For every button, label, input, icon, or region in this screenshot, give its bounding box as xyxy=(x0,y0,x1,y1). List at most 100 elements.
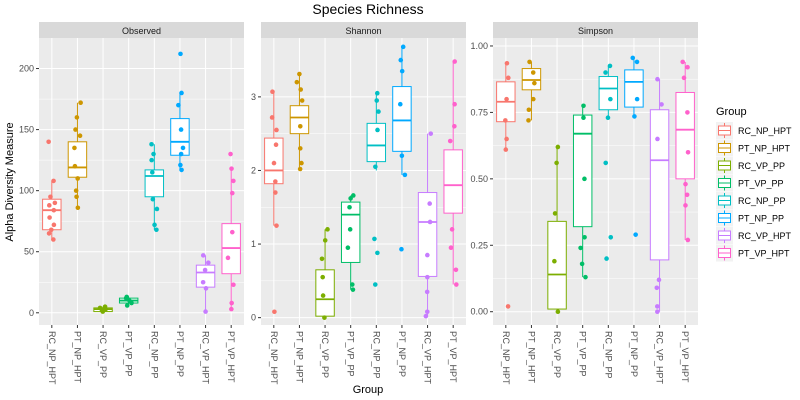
data-point xyxy=(552,211,558,216)
data-point xyxy=(72,163,78,169)
x-tick-label: RC_VP_PP xyxy=(552,331,562,378)
legend-label: RC_VP_PP xyxy=(738,161,785,171)
data-point xyxy=(684,192,690,198)
data-point xyxy=(149,141,154,147)
data-point xyxy=(200,253,206,258)
data-point xyxy=(527,59,532,65)
data-point xyxy=(427,201,432,206)
x-tick-label: PT_VP_PP xyxy=(578,331,588,377)
data-point xyxy=(273,142,279,148)
data-point xyxy=(154,206,160,212)
box-rc-vp-pp xyxy=(93,304,113,314)
data-point xyxy=(299,98,305,103)
box-rc-vp-hpt xyxy=(649,76,670,315)
data-point xyxy=(124,303,130,308)
data-point xyxy=(582,176,587,182)
data-point xyxy=(581,103,586,109)
data-point xyxy=(552,258,557,264)
box-body xyxy=(315,269,335,317)
data-point xyxy=(453,267,459,273)
data-point xyxy=(273,179,278,184)
x-tick-label: PT_NP_HPT xyxy=(526,331,536,384)
x-tick-label: RC_VP_HPT xyxy=(655,331,665,385)
x-tick-label: PT_VP_HPT xyxy=(448,331,458,383)
data-point xyxy=(425,252,430,258)
panel-observed: 0 50 100 150 200 Observed RC_NP_HPT PT_NP_HPT RC… xyxy=(19,22,244,385)
data-point xyxy=(322,315,327,320)
x-tick-label: RC_NP_HPT xyxy=(501,331,511,385)
data-point xyxy=(347,227,353,232)
data-point xyxy=(228,151,233,157)
box-pt-np-pp xyxy=(392,44,412,252)
data-point xyxy=(655,76,660,82)
box-pt-np-hpt xyxy=(67,100,88,211)
data-point xyxy=(399,153,405,159)
data-point xyxy=(178,151,184,157)
data-point xyxy=(46,231,52,236)
data-point xyxy=(376,109,381,114)
data-point xyxy=(347,204,352,210)
legend-label: PT_VP_PP xyxy=(738,179,784,189)
data-point xyxy=(200,279,206,285)
data-point xyxy=(345,245,351,251)
legend-item-rc-vp-hpt: RC_VP_HPT xyxy=(716,227,792,244)
data-point xyxy=(603,70,608,75)
panel-shannon: 0 1 2 3 Shannon RC_NP_HPT PT_NP_HPT RC_VP_PP PT_… xyxy=(251,22,466,385)
data-point xyxy=(225,255,231,261)
data-point xyxy=(447,138,453,144)
legend-title: Group xyxy=(716,106,747,118)
data-point xyxy=(402,172,408,178)
data-point xyxy=(48,227,54,233)
box-pt-vp-hpt xyxy=(221,151,241,312)
data-point xyxy=(503,118,508,123)
box-body xyxy=(624,69,644,108)
box-rc-np-pp xyxy=(598,63,619,261)
data-point xyxy=(75,176,80,181)
box-body xyxy=(392,86,412,152)
data-point xyxy=(273,190,278,195)
data-point xyxy=(97,305,103,311)
x-axis-title: Group xyxy=(353,384,384,396)
data-point xyxy=(655,309,660,315)
legend-item-rc-np-hpt: RC_NP_HPT xyxy=(716,122,792,139)
box-pt-np-hpt xyxy=(289,71,310,172)
box-rc-vp-hpt xyxy=(195,253,216,314)
data-point xyxy=(603,160,609,166)
box-rc-np-hpt xyxy=(264,89,284,315)
facet-panels: 0 50 100 150 200 Observed RC_NP_HPT PT_NP_HPT RC… xyxy=(19,22,698,385)
legend-item-pt-vp-pp: PT_VP_PP xyxy=(716,174,784,192)
data-point xyxy=(685,110,690,115)
data-point xyxy=(504,60,510,66)
box-body xyxy=(572,114,593,228)
box-body xyxy=(649,109,670,261)
data-point xyxy=(504,136,509,142)
data-point xyxy=(325,227,330,232)
data-point xyxy=(685,237,691,243)
y-tick-label: 100 xyxy=(19,186,34,196)
box-body xyxy=(340,201,361,263)
chart-title: Species Richness xyxy=(312,1,423,17)
y-tick-label: 1.00 xyxy=(470,41,488,51)
data-point xyxy=(607,63,613,69)
data-point xyxy=(604,256,609,261)
data-point xyxy=(632,114,637,119)
data-point xyxy=(350,287,356,292)
facet-strip xyxy=(39,22,244,38)
data-point xyxy=(681,75,687,81)
x-tick-label: RC_VP_PP xyxy=(320,331,330,378)
data-point xyxy=(269,115,275,120)
x-tick-label: RC_NP_HPT xyxy=(269,331,279,385)
data-point xyxy=(683,203,688,208)
data-point xyxy=(579,261,585,267)
data-point xyxy=(297,166,303,172)
data-point xyxy=(505,304,511,309)
data-point xyxy=(176,102,181,108)
box-body xyxy=(67,141,88,178)
y-tick-label: 150 xyxy=(19,125,34,135)
legend: Group RC_NP_HPT PT_NP_HPT RC_VP_PP PT_VP_PP… xyxy=(716,106,792,262)
legend-label: RC_NP_HPT xyxy=(738,126,792,136)
data-point xyxy=(46,139,51,145)
data-point xyxy=(349,282,355,287)
data-point xyxy=(555,309,561,315)
